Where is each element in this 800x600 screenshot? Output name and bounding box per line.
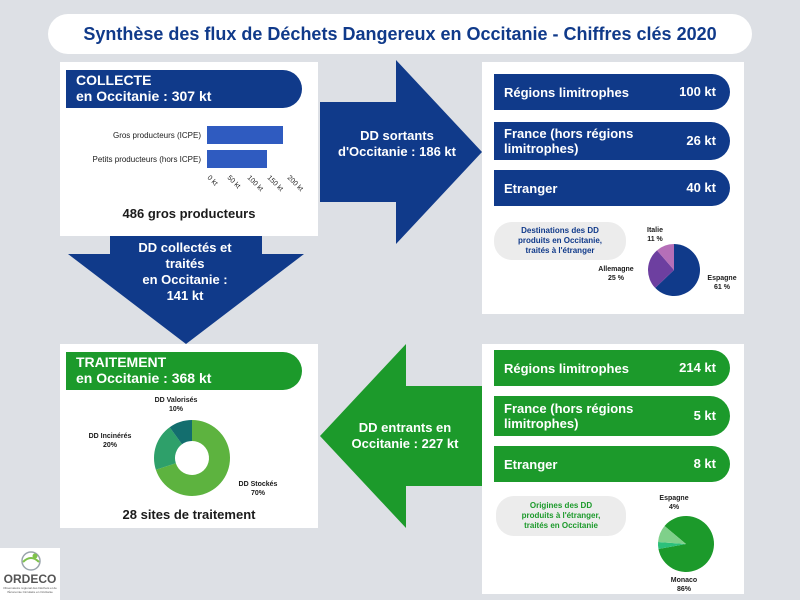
sortants-row-value: 26 kt [686,133,716,148]
entrants-row-label: Régions limitrophes [504,361,629,376]
entrants-caption-bubble: Origines des DD produits à l'étranger, t… [496,496,626,536]
entrants-row-label: France (hors régions limitrophes) [504,401,634,431]
entrants-row-limitrophes: Régions limitrophes 214 kt [494,350,730,386]
origines-slice [658,542,686,550]
origines-pie-chart: Monaco 86% Espagne 4% [658,495,714,593]
collecte-total: en Occitanie : 307 kt [76,88,212,104]
collecte-header: COLLECTE en Occitanie : 307 kt [66,70,302,108]
traitement-sites-count: 28 sites de traitement [122,507,256,522]
collecte-bar [207,126,283,144]
logo-globe-icon [21,551,41,571]
entrants-row-value: 214 kt [679,360,716,375]
collecte-category-label: Petits producteurs (hors ICPE) [93,155,202,164]
logo-text: ORDECO [3,572,57,586]
destinations-label-allemagne: Allemagne [598,266,634,273]
page-title: Synthèse des flux de Déchets Dangereux e… [83,23,717,44]
origines-label-monaco: 86% [677,586,692,593]
entrants-row-value: 5 kt [693,408,716,423]
traitement-label-stockes: 70% [251,490,266,497]
traitement-label-incineres: DD Incinérés [89,433,132,440]
destinations-label-espagne: Espagne [707,275,736,282]
sortants-row-limitrophes: Régions limitrophes 100 kt [494,74,730,110]
entrants-row-value: 8 kt [693,456,716,471]
traitement-label-stockes: DD Stockés [239,481,278,488]
traitement-label-incineres: 20% [103,442,118,449]
traitement-total: en Occitanie : 368 kt [76,370,212,386]
title-bar: Synthèse des flux de Déchets Dangereux e… [48,14,752,54]
traitement-label-valorises: DD Valorisés [155,397,198,404]
collecte-title: COLLECTE [76,72,152,88]
collecte-bar [207,150,267,168]
traitement-donut-chart: DD Stockés 70% DD Incinérés 20% DD Valorisés… [89,397,278,497]
arrow-sortants-label: DD sortants d'Occitanie : 186 kt [338,128,456,159]
destinations-slice [657,244,674,270]
collecte-tick-label: 150 kt [266,174,284,192]
entrants-row-etranger: Etranger 8 kt [494,446,730,482]
arrow-collectes-label: DD collectés et traités en Occitanie : 1… [138,240,232,303]
entrants-row-france: France (hors régions limitrophes) 5 kt [494,396,730,436]
sortants-row-value: 40 kt [686,180,716,195]
traitement-slice [169,420,192,445]
collecte-tick-label: 50 kt [226,174,242,190]
origines-label-espagne: 4% [669,504,680,511]
collecte-tick-label: 200 kt [286,174,304,192]
traitement-slice [154,427,183,470]
arrow-entrants [320,344,482,528]
destinations-label-italie: 11 % [647,236,663,243]
traitement-header: TRAITEMENT en Occitanie : 368 kt [66,352,302,390]
destinations-label-allemagne: 25 % [608,275,625,282]
arrow-entrants-label: DD entrants en Occitanie : 227 kt [351,420,459,451]
destinations-label-espagne: 61 % [714,284,731,291]
sortants-row-label: Régions limitrophes [504,85,629,100]
origines-label-espagne: Espagne [659,495,688,502]
sortants-row-etranger: Etranger 40 kt [494,170,730,206]
sortants-caption-bubble: Destinations des DD produits en Occitani… [494,222,626,260]
destinations-pie-chart: Espagne 61 % Allemagne 25 % Italie 11 % [598,227,737,296]
entrants-row-label: Etranger [504,457,558,472]
destinations-slice [648,250,674,288]
origines-slice [658,526,686,544]
collecte-tick-label: 100 kt [246,174,264,192]
arrow-collectes [68,236,304,344]
ordeco-logo: ORDECO Observatoire régional des Déchets… [0,548,60,600]
sortants-row-label: France (hors régions limitrophes) [504,126,634,156]
arrow-sortants [320,60,482,244]
traitement-label-valorises: 10% [169,406,184,413]
collecte-category-label: Gros producteurs (ICPE) [113,131,201,140]
destinations-slice [655,244,700,296]
traitement-slice [155,420,230,496]
collecte-producers-count: 486 gros producteurs [122,206,256,221]
collecte-tick-label: 0 kt [206,174,219,187]
sortants-row-label: Etranger [504,181,558,196]
destinations-label-italie: Italie [647,227,663,234]
traitement-title: TRAITEMENT [76,354,167,370]
sortants-row-france: France (hors régions limitrophes) 26 kt [494,122,730,160]
logo-subtitle: Observatoire régional des Déchets et de … [3,586,57,594]
collecte-bar-chart: Gros producteurs (ICPE) Petits producteur… [93,126,304,193]
origines-slice [658,516,714,572]
origines-label-monaco: Monaco [671,577,697,584]
sortants-row-value: 100 kt [679,84,716,99]
